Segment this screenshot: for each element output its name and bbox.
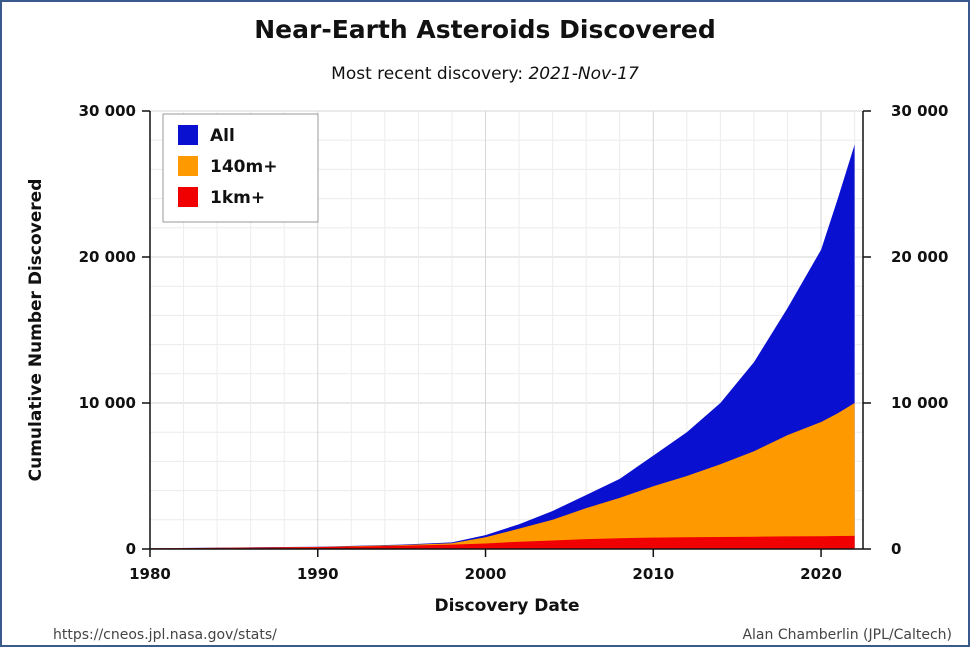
chart-subtitle: Most recent discovery: 2021-Nov-17	[331, 64, 639, 84]
subtitle-prefix: Most recent discovery:	[331, 64, 528, 84]
footer-credit: Alan Chamberlin (JPL/Caltech)	[742, 627, 952, 643]
x-tick-label: 2010	[632, 565, 674, 583]
legend-label-1km: 1km+	[210, 188, 265, 208]
legend-swatch-all	[178, 125, 198, 145]
tick-labels: 0 0 10 000 10 000 20 000 20 000 30 000 30 000 19…	[79, 102, 949, 583]
y-tick-label-left: 0	[126, 540, 136, 558]
axes	[149, 111, 864, 550]
legend-label-140m: 140m+	[210, 157, 277, 177]
footer-source-url: https://cneos.jpl.nasa.gov/stats/	[53, 627, 277, 643]
y-tick-label-left: 10 000	[79, 394, 136, 412]
area-1km	[150, 535, 855, 549]
subtitle-date: 2021-Nov-17	[528, 64, 639, 84]
legend-swatch-1km	[178, 187, 198, 207]
x-tick-label: 1980	[129, 565, 171, 583]
x-tick-label: 1990	[297, 565, 339, 583]
x-tick-label: 2020	[800, 565, 842, 583]
y-tick-label-right: 0	[891, 540, 901, 558]
area-series	[150, 144, 855, 549]
legend: All 140m+ 1km+	[162, 113, 319, 223]
y-tick-label-left: 30 000	[79, 102, 136, 120]
x-tick-label: 2000	[465, 565, 507, 583]
y-tick-label-right: 10 000	[891, 394, 948, 412]
area-all	[150, 144, 855, 549]
legend-label-all: All	[210, 126, 235, 146]
y-tick-label-right: 30 000	[891, 102, 948, 120]
y-tick-label-right: 20 000	[891, 248, 948, 266]
y-axis-label: Cumulative Number Discovered	[26, 179, 46, 482]
area-140m	[150, 403, 855, 549]
legend-swatch-140m	[178, 156, 198, 176]
chart-title: Near-Earth Asteroids Discovered	[254, 15, 716, 44]
y-tick-label-left: 20 000	[79, 248, 136, 266]
x-axis-label: Discovery Date	[434, 596, 579, 616]
